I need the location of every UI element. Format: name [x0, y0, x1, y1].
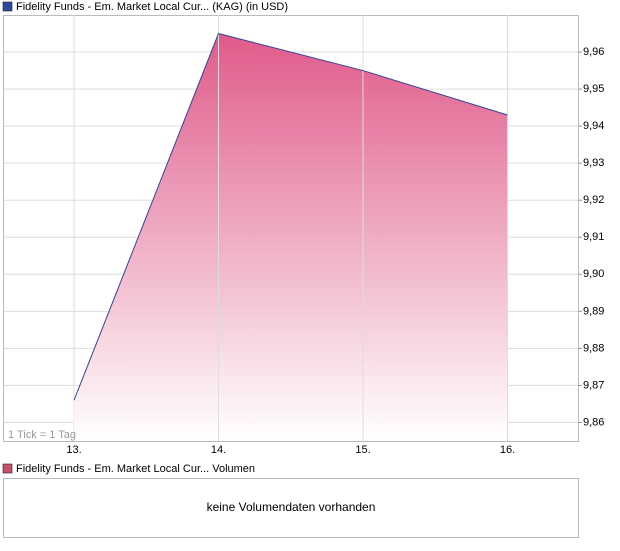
y-tick-label: 9,92	[583, 194, 604, 206]
y-tick-label: 9,95	[583, 83, 604, 95]
y-tick-label: 9,86	[583, 416, 604, 428]
y-tick-label: 9,94	[583, 120, 604, 132]
chart-title: Fidelity Funds - Em. Market Local Cur...…	[16, 1, 288, 13]
y-tick-label: 9,96	[583, 46, 604, 58]
y-tick-label: 9,87	[583, 379, 604, 391]
y-tick-label: 9,88	[583, 342, 604, 354]
legend-marker	[2, 463, 13, 474]
volume-title: Fidelity Funds - Em. Market Local Cur...…	[16, 463, 255, 475]
volume-message: keine Volumendaten vorhanden	[207, 500, 376, 514]
legend-marker	[2, 1, 13, 12]
x-tick-label: 15.	[355, 444, 370, 456]
y-tick-label: 9,89	[583, 305, 604, 317]
area	[74, 33, 508, 442]
y-tick-label: 9,91	[583, 231, 604, 243]
plot-frame	[3, 15, 579, 442]
annotation: 1 Tick = 1 Tag	[8, 429, 76, 441]
volume-frame	[3, 478, 579, 538]
y-tick-label: 9,90	[583, 268, 604, 280]
x-tick-label: 14.	[211, 444, 226, 456]
y-tick-label: 9,93	[583, 157, 604, 169]
x-tick-label: 13.	[66, 444, 81, 456]
line	[73, 32, 508, 401]
x-tick-label: 16.	[500, 444, 515, 456]
